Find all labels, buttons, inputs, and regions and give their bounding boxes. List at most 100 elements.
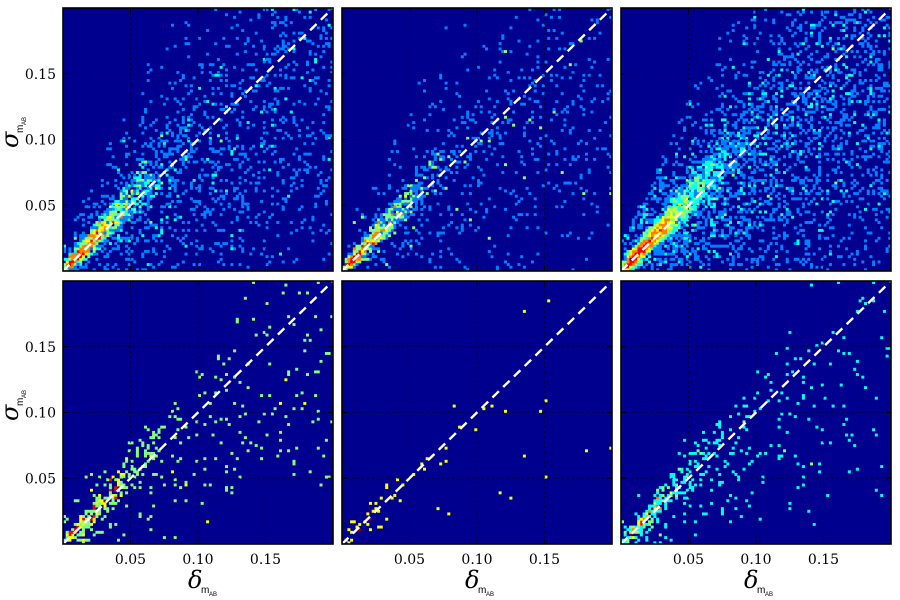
heatmap-cell xyxy=(490,134,494,138)
heatmap-cell xyxy=(642,202,646,206)
heatmap-cell xyxy=(845,26,849,30)
heatmap-cell xyxy=(820,197,824,201)
heatmap-cell xyxy=(238,165,242,169)
heatmap-cell xyxy=(103,202,107,206)
heatmap-cell xyxy=(98,226,102,230)
heatmap-cell xyxy=(176,459,180,463)
heatmap-cell xyxy=(295,8,299,11)
heatmap-cell xyxy=(680,197,684,201)
heatmap-cell xyxy=(241,144,245,148)
heatmap-cell xyxy=(425,128,429,132)
heatmap-cell xyxy=(98,512,102,516)
heatmap-cell xyxy=(363,255,367,259)
heatmap-cell xyxy=(764,178,768,182)
heatmap-cell xyxy=(699,210,703,214)
heatmap-cell xyxy=(176,407,180,411)
heatmap-cell xyxy=(785,139,789,143)
heatmap-cell xyxy=(477,181,480,185)
heatmap-cell xyxy=(774,97,778,101)
heatmap-cell xyxy=(672,242,676,245)
heatmap-cell xyxy=(547,29,551,32)
heatmap-cell xyxy=(327,107,331,111)
heatmap-cell xyxy=(227,147,231,151)
heatmap-cell xyxy=(758,97,762,101)
heatmap-cell xyxy=(742,173,746,177)
heatmap-cell xyxy=(666,231,670,235)
heatmap-cell xyxy=(756,50,759,54)
heatmap-cell xyxy=(103,218,107,222)
heatmap-cell xyxy=(273,52,277,56)
heatmap-cell xyxy=(653,247,657,251)
heatmap-cell xyxy=(869,47,873,51)
heatmap-cell xyxy=(639,249,643,253)
heatmap-cell xyxy=(715,107,719,111)
heatmap-cell xyxy=(130,221,134,224)
heatmap-cell xyxy=(385,207,389,211)
heatmap-cell xyxy=(691,207,695,211)
heatmap-cell xyxy=(595,210,599,214)
heatmap-cell xyxy=(141,181,145,185)
heatmap-cell xyxy=(869,79,873,82)
heatmap-cell xyxy=(880,189,884,193)
heatmap-cell xyxy=(710,176,714,180)
heatmap-cell xyxy=(374,228,378,232)
heatmap-cell xyxy=(512,110,516,114)
heatmap-cell xyxy=(327,44,331,48)
heatmap-cell xyxy=(560,234,564,238)
heatmap-cell xyxy=(122,215,126,219)
heatmap-cell xyxy=(858,81,862,85)
heatmap-cell xyxy=(707,181,711,185)
heatmap-cell xyxy=(704,178,708,182)
heatmap-cell xyxy=(801,60,805,64)
heatmap-cell xyxy=(306,163,309,167)
heatmap-cell xyxy=(214,73,218,77)
heatmap-cell xyxy=(675,189,678,193)
heatmap-cell xyxy=(138,163,142,167)
heatmap-cell xyxy=(171,176,174,180)
heatmap-cell xyxy=(192,160,196,164)
heatmap-cell xyxy=(87,260,91,264)
heatmap-cell xyxy=(273,23,277,27)
heatmap-cell xyxy=(720,165,724,169)
heatmap-cell xyxy=(750,257,754,261)
heatmap-cell xyxy=(439,184,443,188)
heatmap-cell xyxy=(842,84,846,88)
heatmap-cell xyxy=(753,15,757,19)
heatmap-cell xyxy=(447,223,451,227)
heatmap-cell xyxy=(81,528,85,532)
heatmap-cell xyxy=(828,39,832,43)
heatmap-cell xyxy=(560,31,564,35)
heatmap-cell xyxy=(699,81,703,85)
heatmap-cell xyxy=(818,178,822,182)
heatmap-cell xyxy=(664,218,668,222)
heatmap-cell xyxy=(152,430,156,434)
heatmap-cell xyxy=(691,228,695,232)
heatmap-cell xyxy=(861,123,865,127)
heatmap-cell xyxy=(656,221,660,224)
heatmap-cell xyxy=(81,244,85,248)
heatmap-cell xyxy=(631,260,635,264)
heatmap-cell xyxy=(664,257,668,261)
heatmap-cell xyxy=(850,36,854,40)
heatmap-cell xyxy=(831,94,835,98)
heatmap-cell xyxy=(839,178,843,182)
heatmap-cell xyxy=(609,171,612,174)
heatmap-cell xyxy=(877,65,881,69)
heatmap-cell xyxy=(76,260,80,264)
heatmap-cell xyxy=(117,247,120,251)
heatmap-cell xyxy=(734,194,738,198)
panel-bottom-left: 0.05 0.10 0.150.050.100.15 xyxy=(25,280,334,568)
heatmap-cell xyxy=(688,210,692,214)
heatmap-cell xyxy=(319,178,323,182)
heatmap-cell xyxy=(731,139,735,143)
heatmap-cell xyxy=(187,436,191,440)
heatmap-cell xyxy=(888,155,891,159)
heatmap-cell xyxy=(772,79,776,82)
heatmap-cell xyxy=(208,160,212,164)
heatmap-cell xyxy=(327,134,331,138)
heatmap-cell xyxy=(173,147,177,151)
heatmap-cell xyxy=(268,325,272,329)
heatmap-cell xyxy=(563,107,567,111)
heatmap-cell xyxy=(208,192,212,196)
heatmap-cell xyxy=(804,76,808,80)
